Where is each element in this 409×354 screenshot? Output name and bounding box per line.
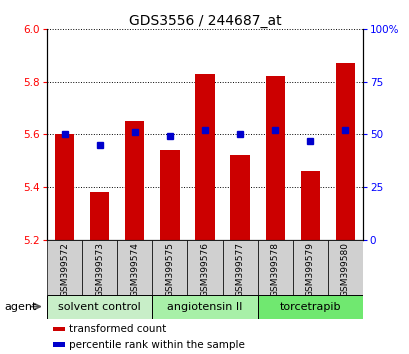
Text: torcetrapib: torcetrapib	[279, 302, 340, 312]
Bar	[187, 240, 222, 295]
Title: GDS3556 / 244687_at: GDS3556 / 244687_at	[128, 14, 281, 28]
Text: solvent control: solvent control	[58, 302, 141, 312]
Bar	[230, 155, 249, 240]
Bar	[53, 326, 64, 331]
Bar	[82, 240, 117, 295]
Bar	[53, 343, 64, 347]
Text: GSM399576: GSM399576	[200, 242, 209, 297]
Bar	[292, 240, 327, 295]
Bar	[152, 240, 187, 295]
Text: GSM399578: GSM399578	[270, 242, 279, 297]
Text: transformed count: transformed count	[69, 324, 166, 334]
Bar	[335, 63, 354, 240]
Bar	[152, 295, 257, 319]
Text: angiotensin II: angiotensin II	[167, 302, 242, 312]
Text: GSM399574: GSM399574	[130, 242, 139, 297]
Text: GSM399577: GSM399577	[235, 242, 244, 297]
Bar	[257, 295, 362, 319]
Bar	[55, 135, 74, 240]
Bar	[160, 150, 179, 240]
Bar	[47, 240, 82, 295]
Bar	[222, 240, 257, 295]
Text: GSM399575: GSM399575	[165, 242, 174, 297]
Text: agent: agent	[4, 302, 36, 312]
Text: GSM399579: GSM399579	[305, 242, 314, 297]
Bar	[265, 76, 284, 240]
Bar	[47, 295, 152, 319]
Bar	[90, 192, 109, 240]
Text: GSM399573: GSM399573	[95, 242, 104, 297]
Text: percentile rank within the sample: percentile rank within the sample	[69, 340, 245, 350]
Bar	[327, 240, 362, 295]
Bar	[125, 121, 144, 240]
Bar	[257, 240, 292, 295]
Bar	[195, 74, 214, 240]
Bar	[117, 240, 152, 295]
Bar	[300, 171, 319, 240]
Text: GSM399580: GSM399580	[340, 242, 349, 297]
Text: GSM399572: GSM399572	[60, 242, 69, 297]
